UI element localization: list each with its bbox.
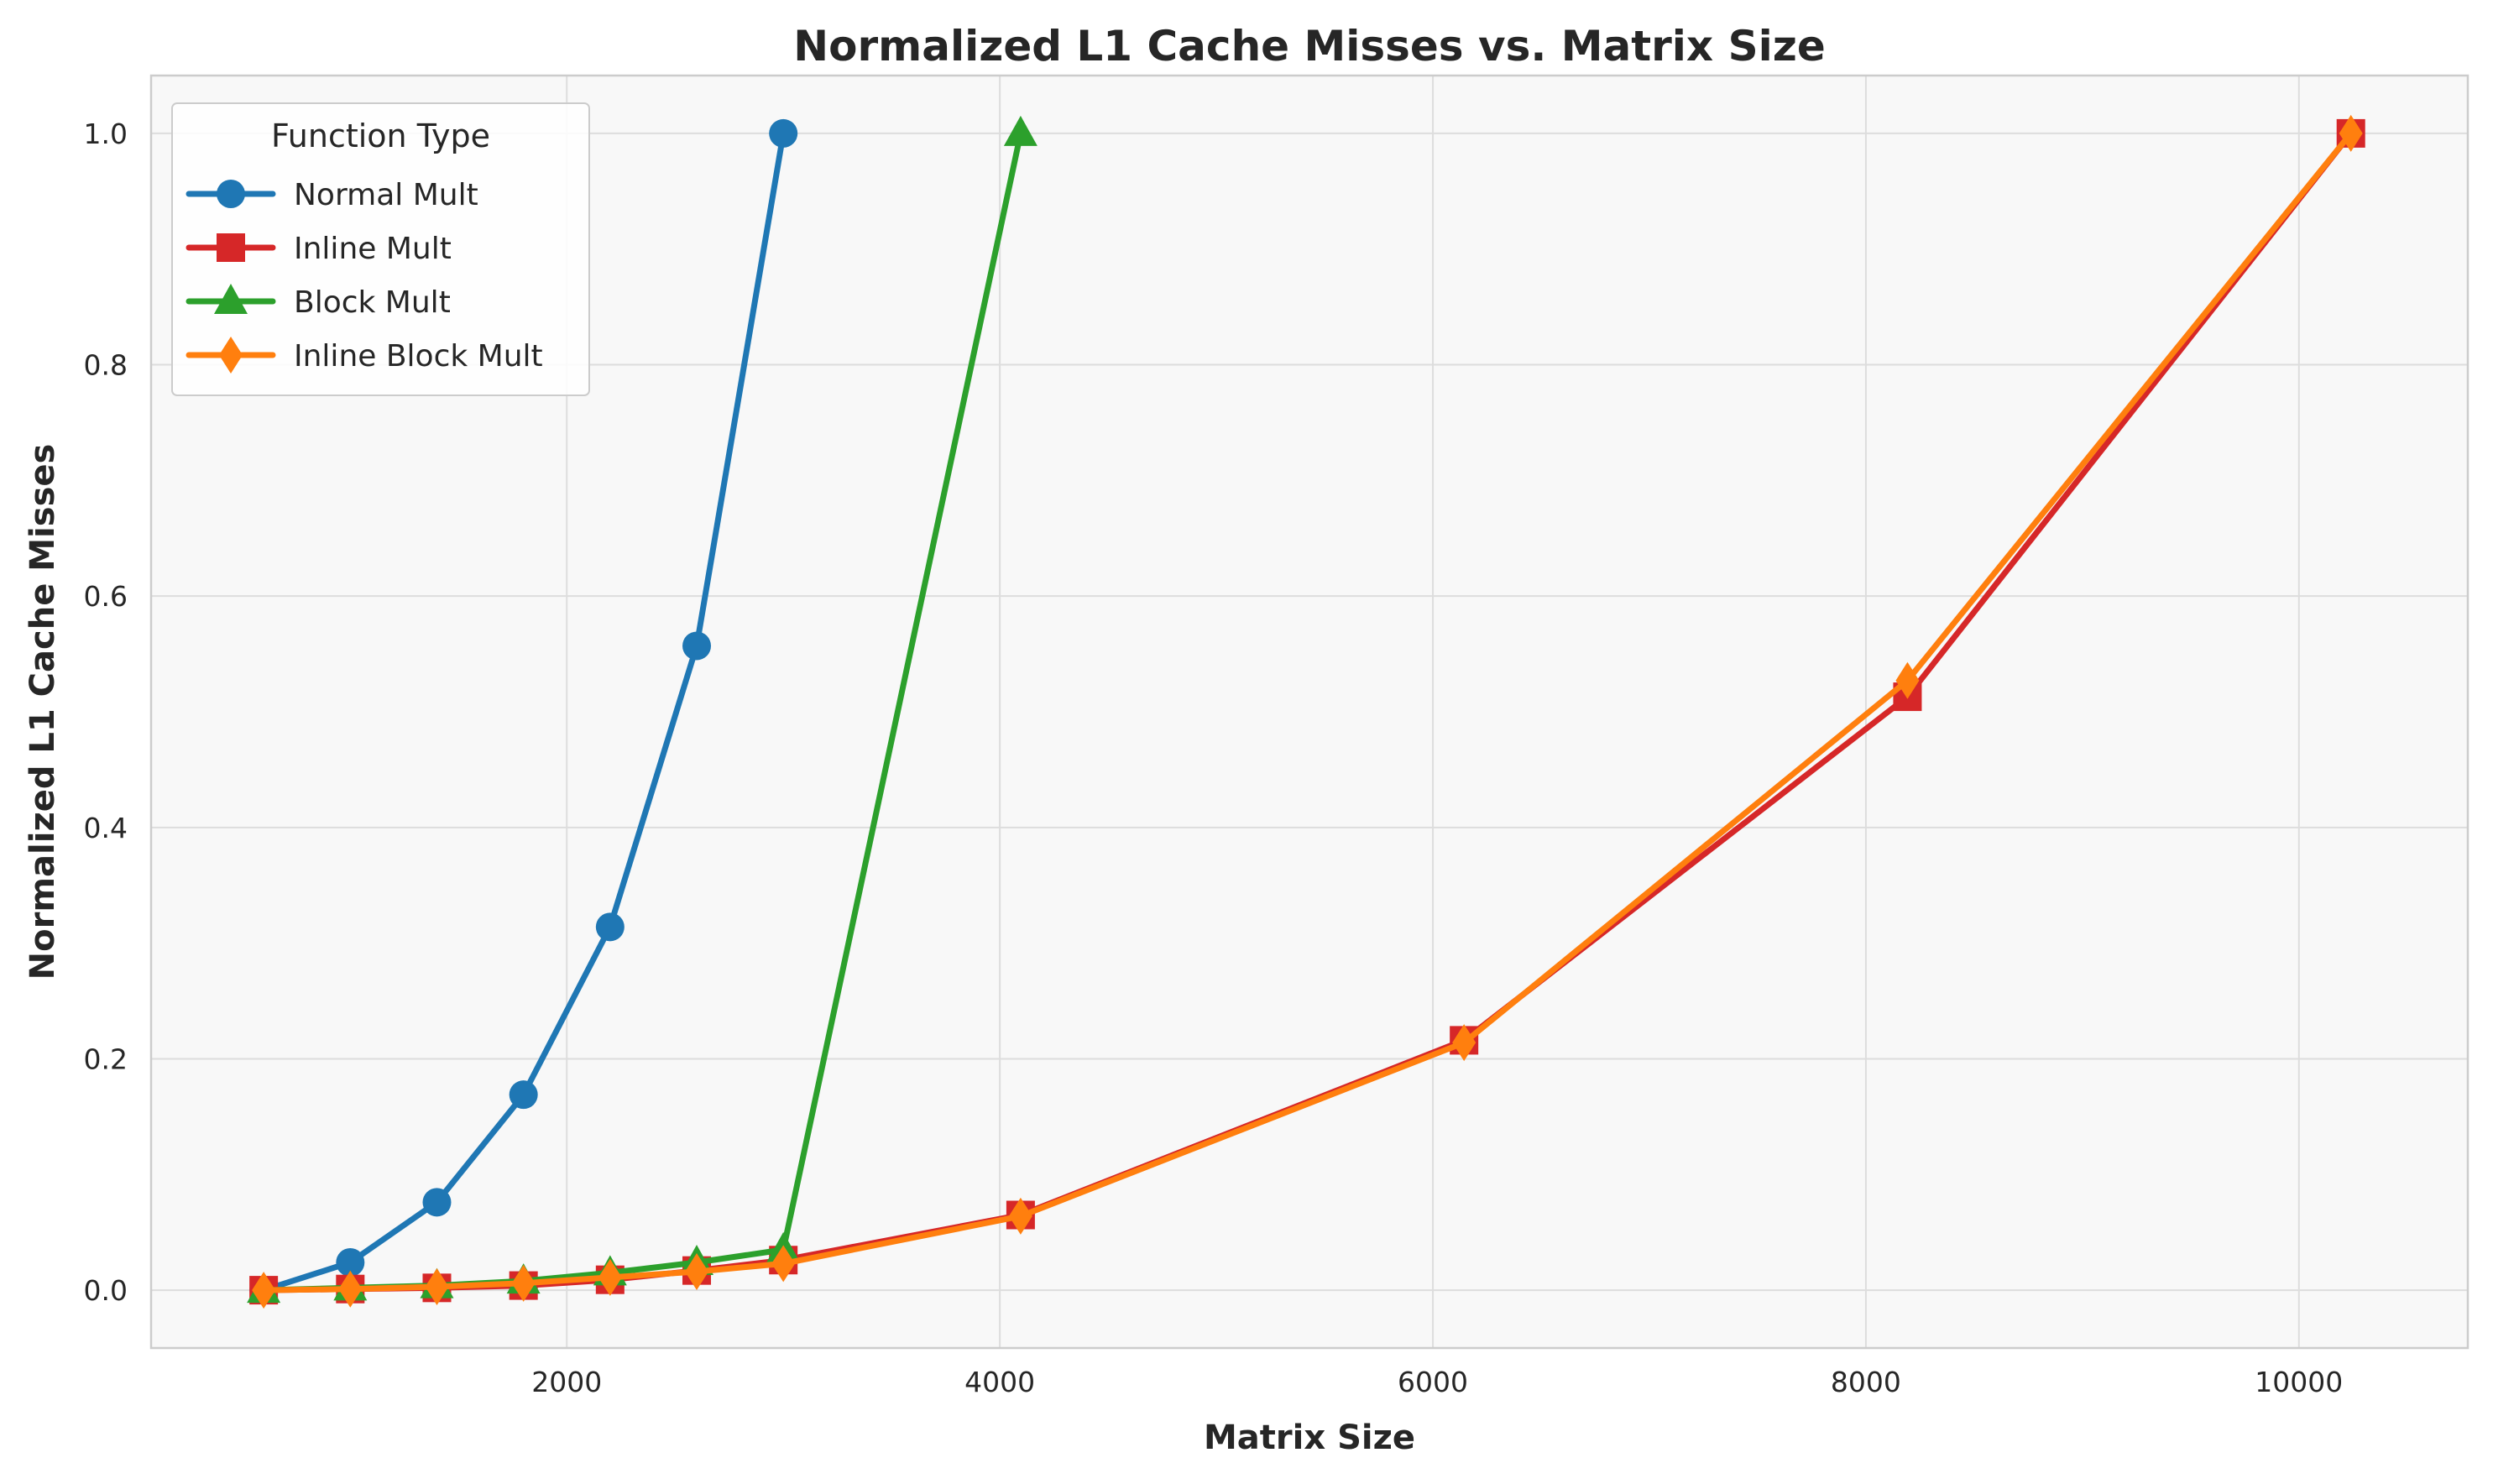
legend-item-inline-block-mult: Inline Block Mult (186, 337, 543, 374)
legend-label-inline-block-mult: Inline Block Mult (294, 339, 543, 374)
legend-marker-block-mult (214, 284, 248, 314)
x-axis-label: Matrix Size (1204, 1419, 1415, 1457)
x-tick-label: 8000 (1831, 1366, 1901, 1398)
data-point-block-mult (1003, 115, 1037, 146)
data-point-normal-mult (595, 912, 625, 942)
data-point-normal-mult (682, 631, 712, 661)
data-point-inline-block-mult (1008, 1197, 1032, 1235)
y-tick-label: 0.6 (84, 580, 128, 613)
legend-item-inline-mult: Inline Mult (186, 232, 452, 266)
tick-labels: 2000 4000 6000 8000 10000 0.0 0.2 0.4 0.6 0.8 1.0 (84, 118, 2344, 1398)
data-point-inline-block-mult (1452, 1024, 1476, 1062)
plot-border (149, 74, 2469, 1350)
series-normal-mult (249, 118, 798, 1305)
y-tick-label: 1.0 (84, 118, 128, 150)
data-point-inline-block-mult (685, 1253, 709, 1291)
data-point-inline-block-mult (511, 1264, 536, 1302)
x-tick-label: 6000 (1398, 1366, 1468, 1398)
legend-box (171, 102, 590, 396)
data-point-inline-block-mult (2339, 114, 2363, 152)
legend: Function Type Normal Mult Inline Mult Bloc… (171, 102, 590, 396)
legend-item-normal-mult: Normal Mult (186, 178, 478, 212)
legend-items: Normal Mult Inline Mult Block Mult Inline B… (186, 178, 543, 374)
data-point-inline-block-mult (598, 1258, 622, 1296)
y-tick-label: 0.8 (84, 349, 128, 382)
data-point-normal-mult (422, 1188, 452, 1217)
x-tick-label: 10000 (2255, 1366, 2343, 1398)
data-point-inline-block-mult (252, 1272, 276, 1309)
data-point-normal-mult (509, 1080, 538, 1110)
series-inline-block-mult (252, 114, 2363, 1309)
y-tick-label: 0.4 (84, 812, 128, 844)
x-tick-label: 4000 (964, 1366, 1035, 1398)
series-layer (247, 114, 2365, 1309)
data-point-inline-block-mult (425, 1267, 449, 1305)
legend-title: Function Type (271, 118, 490, 154)
legend-label-inline-mult: Inline Mult (294, 232, 452, 266)
legend-marker-normal-mult (217, 180, 245, 208)
chart-title: Normalized L1 Cache Misses vs. Matrix Si… (793, 22, 1826, 71)
data-point-normal-mult (769, 118, 798, 148)
legend-marker-inline-mult (217, 233, 245, 262)
legend-label-normal-mult: Normal Mult (294, 178, 478, 212)
data-point-inline-block-mult (1895, 661, 1920, 699)
y-tick-label: 0.0 (84, 1274, 128, 1307)
data-point-inline-block-mult (338, 1270, 363, 1308)
data-point-inline-block-mult (771, 1245, 796, 1283)
y-axis-label: Normalized L1 Cache Misses (24, 444, 62, 980)
y-tick-label: 0.2 (84, 1042, 128, 1075)
x-tick-label: 2000 (531, 1366, 602, 1398)
legend-marker-inline-block-mult (219, 337, 243, 374)
data-point-normal-mult (336, 1248, 365, 1278)
legend-item-block-mult: Block Mult (186, 284, 451, 320)
legend-label-block-mult: Block Mult (294, 285, 451, 320)
